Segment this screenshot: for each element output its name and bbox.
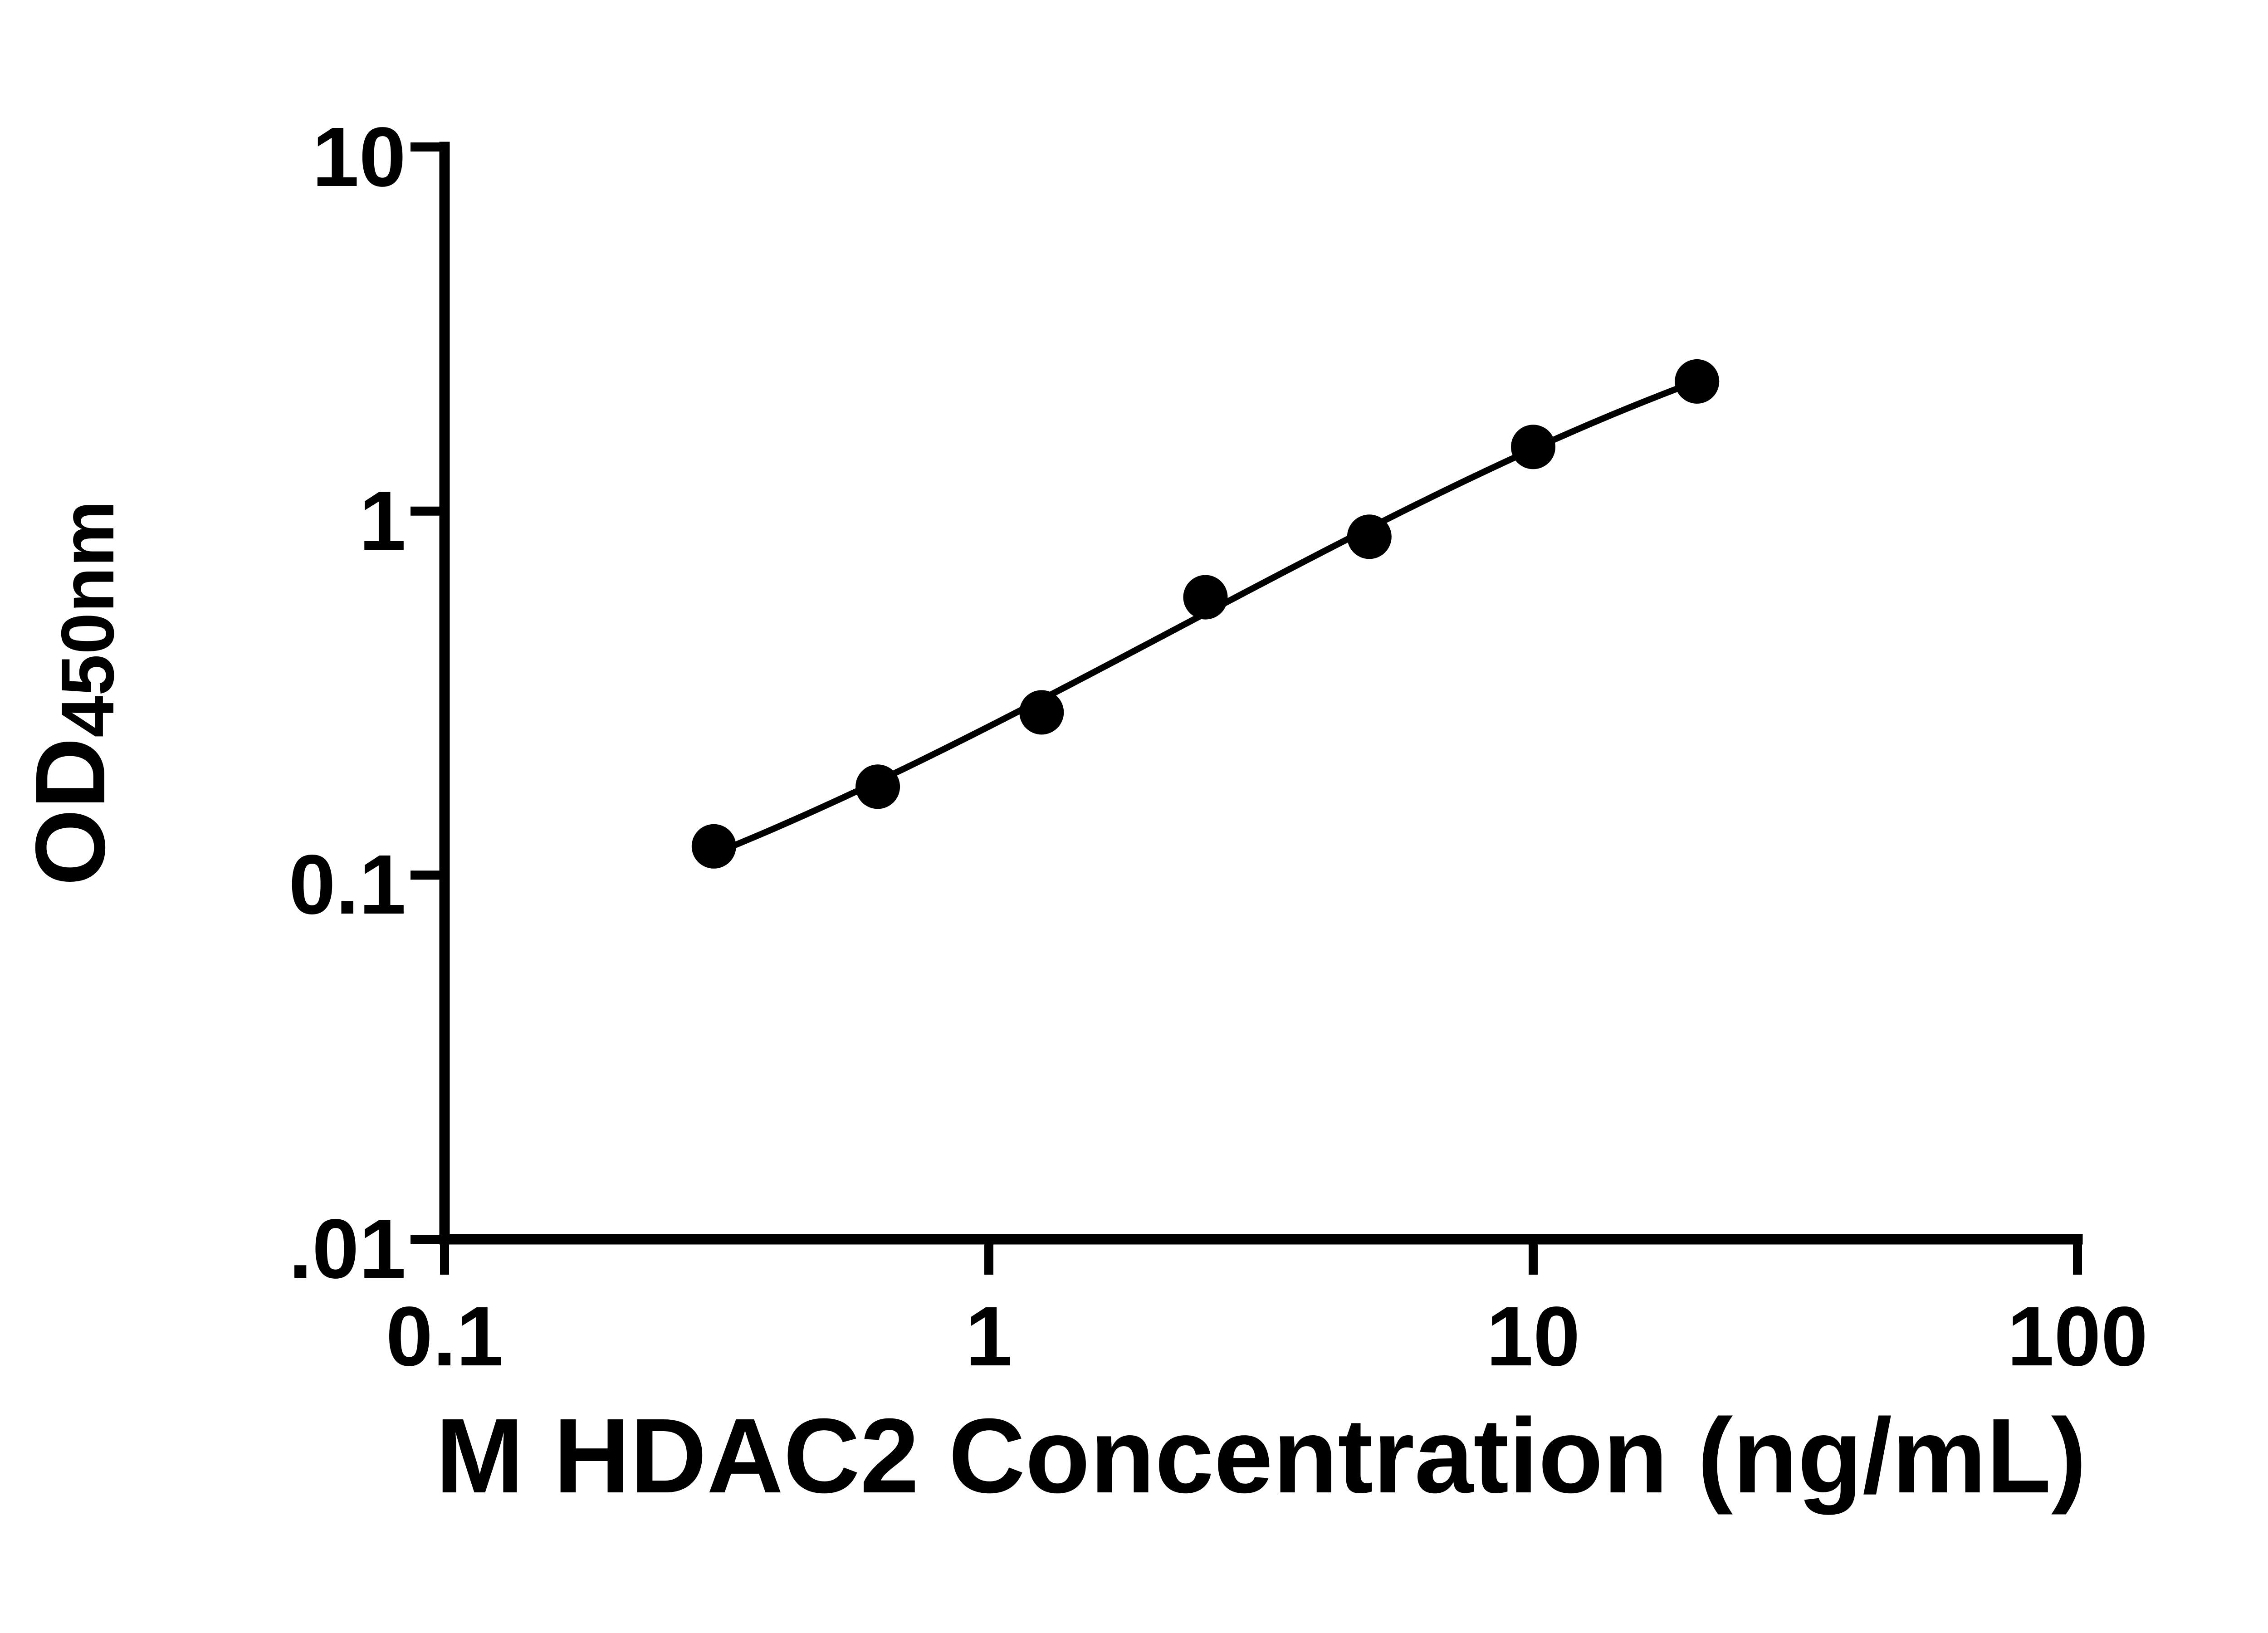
svg-text:0.1: 0.1 (386, 1290, 503, 1384)
svg-text:100: 100 (2007, 1290, 2148, 1384)
svg-text:1: 1 (965, 1290, 1012, 1384)
svg-text:10: 10 (1486, 1290, 1580, 1384)
svg-text:M HDAC2 Concentration (ng/mL): M HDAC2 Concentration (ng/mL) (435, 1396, 2087, 1515)
svg-text:0.1: 0.1 (288, 838, 406, 932)
svg-text:.01: .01 (288, 1202, 406, 1296)
svg-text:1: 1 (359, 474, 406, 568)
svg-text:10: 10 (312, 110, 406, 204)
